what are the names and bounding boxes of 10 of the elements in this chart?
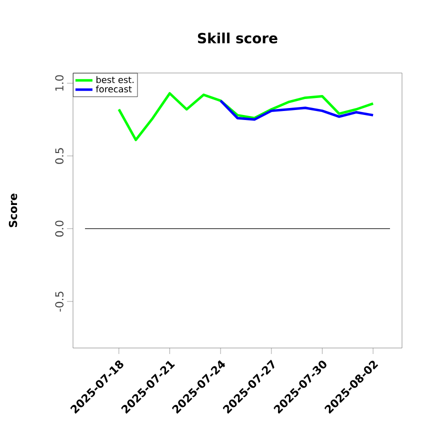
legend-label: forecast bbox=[96, 85, 132, 92]
y-tick-label: 0.5 bbox=[55, 148, 64, 164]
line-series bbox=[219, 99, 374, 121]
y-tick-label: 1.0 bbox=[55, 75, 64, 91]
chart-title: Skill score bbox=[198, 32, 278, 44]
y-tick-label: -0.5 bbox=[55, 292, 64, 312]
y-tick-label: 0.0 bbox=[55, 220, 64, 237]
line-series bbox=[118, 92, 374, 142]
legend-label: best est. bbox=[96, 76, 134, 84]
y-axis-title: Score bbox=[8, 194, 18, 228]
